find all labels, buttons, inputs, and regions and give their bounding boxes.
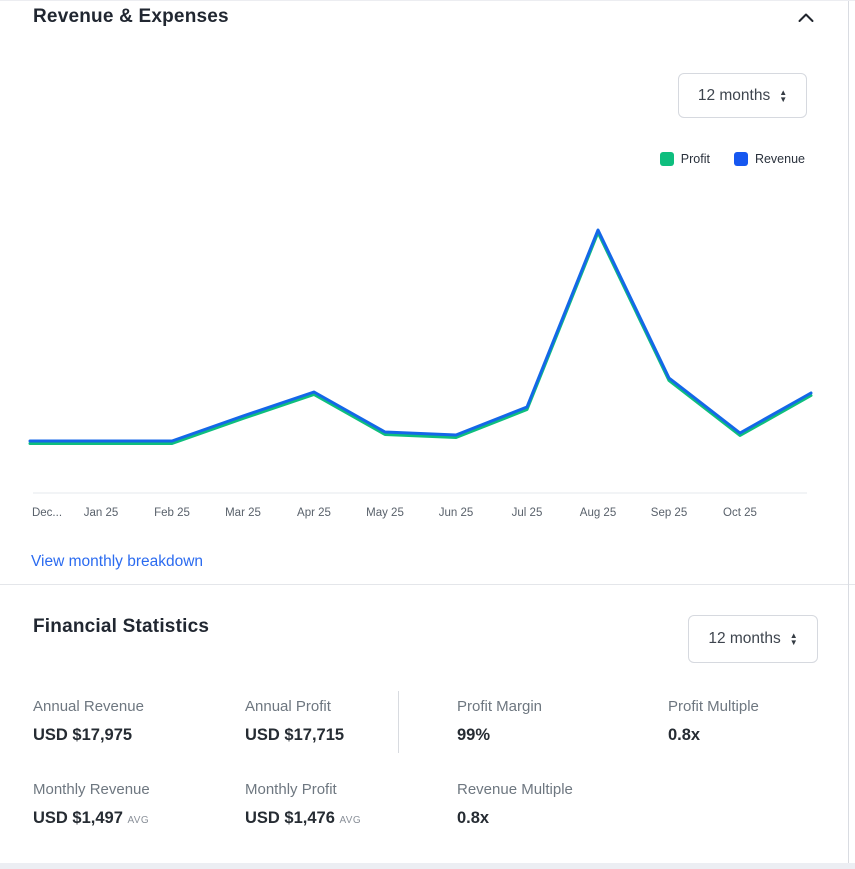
panel-right-border [848, 1, 849, 869]
profit-series-line [28, 231, 813, 445]
chart-range-value: 12 months [697, 86, 771, 104]
legend-label-revenue: Revenue [754, 152, 805, 166]
stat-label: Profit Multiple [668, 698, 759, 715]
stat-value: 99% [457, 726, 491, 744]
stat-label: Monthly Profit [245, 781, 337, 798]
x-axis-tick-labels: Dec... Jan 25 Feb 25 Mar 25 Apr 25 May 25 Jun … [0, 507, 855, 523]
stat-annual-profit: Annual Profit USD $17,715 [245, 698, 344, 745]
revenue-swatch-icon [733, 152, 748, 166]
x-axis-tick: May 25 [366, 507, 404, 519]
stat-value: USD $17,975 [33, 726, 133, 744]
stat-profit-margin: Profit Margin 99% [457, 698, 542, 745]
x-axis-tick: Feb 25 [154, 507, 190, 519]
stat-label: Annual Profit [245, 698, 331, 715]
stat-monthly-revenue: Monthly Revenue USD $1,497 AVG [33, 781, 150, 828]
stats-range-value: 12 months [708, 630, 781, 647]
view-monthly-breakdown-link[interactable]: View monthly breakdown [31, 553, 204, 570]
stat-revenue-multiple: Revenue Multiple 0.8x [457, 781, 573, 828]
profit-swatch-icon [659, 152, 674, 166]
chart-legend: Profit Revenue [659, 152, 805, 166]
stat-suffix: AVG [339, 815, 362, 826]
revenue-expenses-line-chart [28, 228, 813, 494]
x-axis-tick: Jan 25 [83, 507, 119, 519]
stat-annual-revenue: Annual Revenue USD $17,975 [33, 698, 144, 745]
x-axis-tick: Sep 25 [650, 507, 688, 519]
legend-label-profit: Profit [680, 152, 710, 166]
x-axis-tick: Oct 25 [723, 507, 757, 519]
section-title-revenue-expenses: Revenue & Expenses [33, 6, 229, 27]
section-title-financial-statistics: Financial Statistics [33, 616, 210, 637]
stat-value: USD $1,497 [33, 809, 123, 827]
x-axis-tick: Apr 25 [297, 507, 331, 519]
stat-label: Profit Margin [457, 698, 543, 715]
legend-item-profit: Profit [659, 152, 710, 166]
x-axis-tick: Aug 25 [579, 507, 617, 519]
updown-arrows-icon: ▲ ▼ [789, 631, 798, 647]
stats-column-divider [398, 691, 399, 753]
stat-monthly-profit: Monthly Profit USD $1,476 AVG [245, 781, 361, 828]
stat-value: 0.8x [668, 726, 701, 744]
stat-value: 0.8x [457, 809, 490, 827]
x-axis-tick: Mar 25 [225, 507, 261, 519]
panel-bottom-strip [0, 863, 855, 869]
stat-suffix: AVG [127, 815, 150, 826]
stat-value: USD $17,715 [245, 726, 345, 744]
x-axis-tick: Jun 25 [438, 507, 474, 519]
revenue-series-line [28, 228, 813, 443]
chart-range-select[interactable]: 12 months ▲ ▼ [678, 73, 807, 118]
section-divider [0, 584, 855, 585]
stats-range-select[interactable]: 12 months ▲ ▼ [688, 615, 818, 663]
updown-arrows-icon: ▲ ▼ [779, 87, 788, 104]
stat-profit-multiple: Profit Multiple 0.8x [668, 698, 759, 745]
x-axis-tick: Jul 25 [511, 507, 543, 519]
stat-value: USD $1,476 [245, 809, 335, 827]
collapse-section-button[interactable] [794, 5, 818, 29]
stat-label: Revenue Multiple [457, 781, 573, 798]
legend-item-revenue: Revenue [733, 152, 805, 166]
stat-label: Annual Revenue [33, 698, 144, 715]
x-axis-tick: Dec... [31, 507, 63, 519]
chevron-up-icon [798, 13, 814, 22]
stat-label: Monthly Revenue [33, 781, 150, 798]
